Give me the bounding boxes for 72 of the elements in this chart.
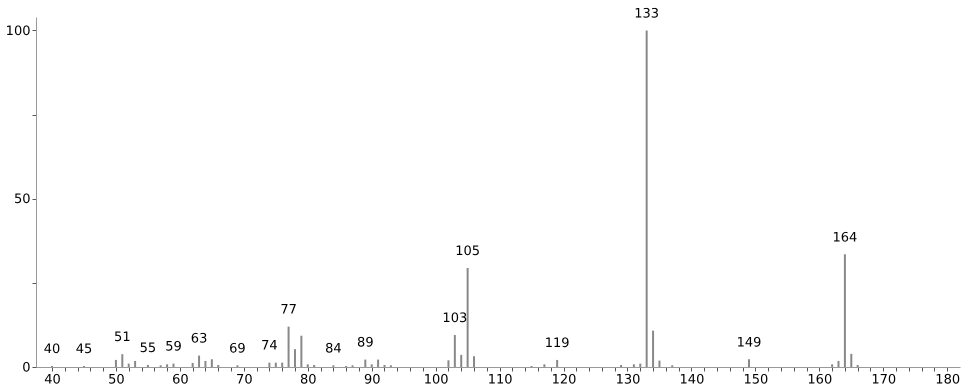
x-tick-label: 130 (616, 372, 640, 388)
x-tick-label: 80 (300, 372, 317, 388)
annotation: 51 (114, 330, 131, 346)
bar (268, 362, 270, 367)
annotation: 105 (455, 244, 480, 260)
bar (210, 359, 213, 367)
bar (831, 364, 834, 367)
bar (646, 30, 648, 367)
x-tick-label: 180 (935, 372, 960, 388)
annotation: 103 (442, 311, 468, 326)
bar (556, 360, 558, 367)
bar (844, 254, 846, 367)
annotation: 89 (357, 336, 374, 351)
x-tick-label: 40 (44, 372, 61, 388)
x-tick-label: 90 (364, 372, 380, 388)
bar (473, 356, 476, 367)
bar (281, 362, 284, 367)
bar (294, 349, 296, 367)
bar (447, 360, 450, 367)
x-tick-label: 120 (552, 372, 576, 388)
bar (377, 360, 380, 367)
bar (198, 356, 200, 367)
x-tick-label: 150 (743, 372, 768, 388)
x-tick-label: 60 (172, 372, 189, 388)
annotation: 77 (280, 302, 297, 318)
x-tick-label: 50 (108, 372, 125, 388)
bar (274, 362, 277, 367)
bar (639, 364, 642, 367)
bar (364, 360, 366, 367)
bar (121, 354, 124, 367)
bar (543, 364, 546, 367)
bar (204, 360, 206, 367)
bar (652, 330, 654, 367)
annotation: 149 (736, 335, 762, 350)
bar (114, 360, 117, 367)
x-tick-label: 160 (807, 372, 832, 388)
bar (466, 268, 469, 367)
y-tick-label: 0 (22, 360, 30, 376)
bar (370, 364, 373, 367)
x-tick-label: 110 (488, 372, 513, 388)
annotation: 59 (165, 340, 182, 355)
annotation: 69 (229, 341, 246, 356)
y-tick-label: 100 (6, 24, 30, 39)
bar (192, 362, 194, 367)
x-tick-label: 100 (424, 372, 449, 388)
bar (128, 364, 130, 367)
annotation: 40 (44, 342, 60, 357)
bar (166, 364, 168, 367)
annotation: 74 (261, 338, 278, 354)
bar (300, 336, 302, 367)
bar (850, 354, 852, 367)
x-tick-label: 70 (236, 372, 253, 388)
annotation: 133 (634, 6, 660, 22)
bar (288, 326, 290, 367)
x-tick-label: 140 (680, 372, 704, 388)
bar (658, 360, 660, 367)
bar (460, 354, 462, 367)
annotation: 84 (325, 341, 342, 356)
bar (454, 335, 456, 367)
annotation: 119 (544, 336, 570, 351)
bar (838, 360, 840, 367)
annotation: 45 (76, 342, 92, 357)
bar (632, 364, 635, 367)
bar (306, 364, 309, 367)
x-tick-label: 170 (871, 372, 896, 388)
annotation: 63 (190, 332, 208, 347)
bar (172, 364, 174, 367)
annotation: 164 (832, 230, 858, 246)
bar (748, 359, 750, 367)
bar (134, 360, 136, 367)
annotation: 55 (140, 340, 156, 356)
y-tick-label: 50 (14, 192, 30, 208)
